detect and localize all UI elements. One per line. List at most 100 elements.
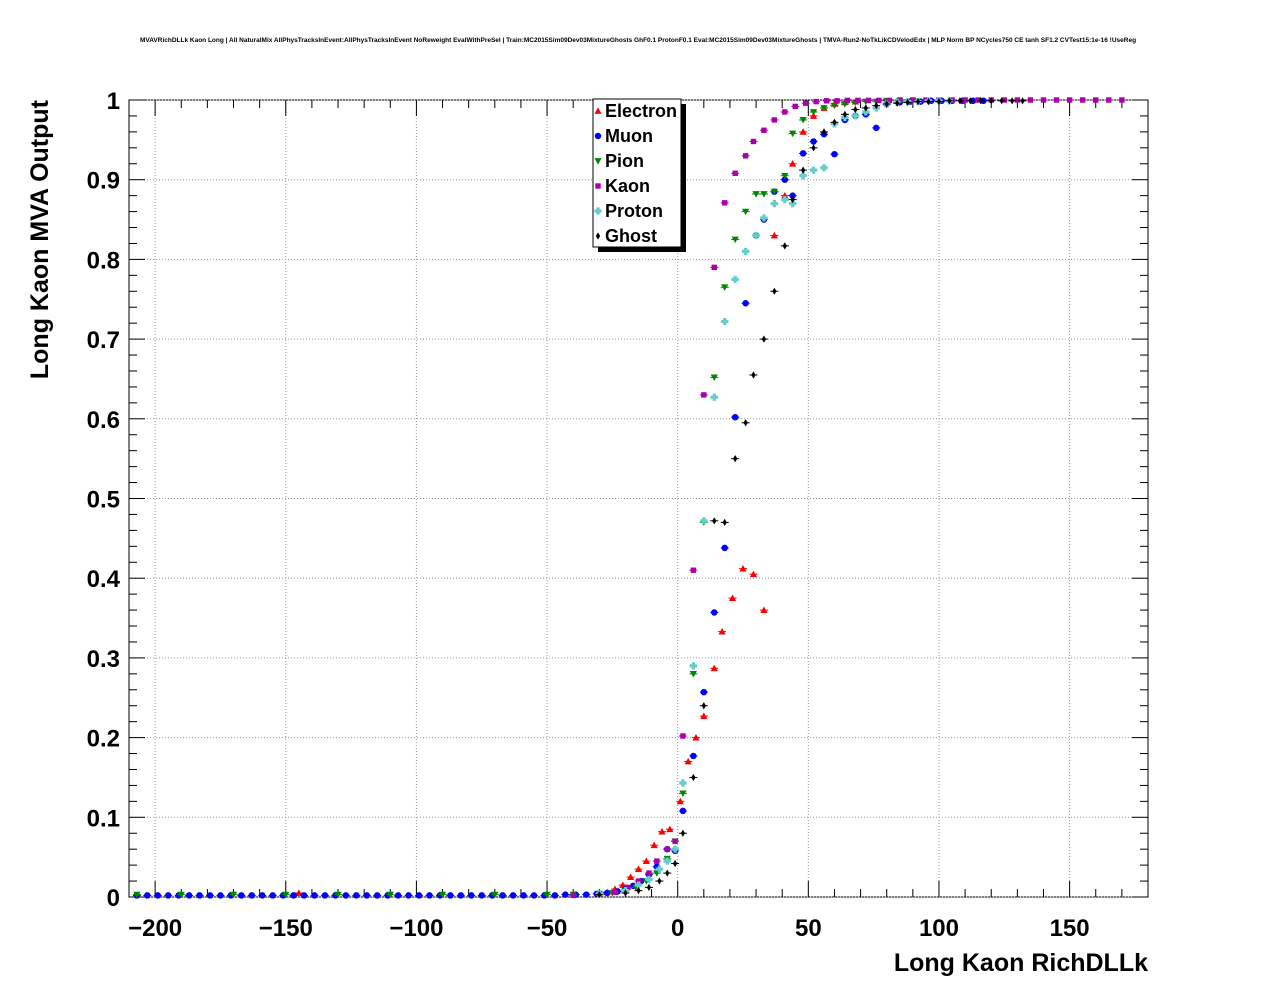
- data-point-ghost: [800, 166, 806, 174]
- data-point-pion: [689, 670, 697, 678]
- legend-label-electron: Electron: [605, 101, 677, 121]
- data-point-ghost: [842, 110, 848, 118]
- y-tick-label: 0: [107, 885, 120, 912]
- data-point-kaon: [792, 103, 798, 110]
- y-axis-label: Long Kaon MVA Output: [26, 99, 54, 379]
- data-point-pion: [760, 191, 768, 198]
- data-point-ghost: [884, 100, 889, 108]
- data-point-proton: [789, 200, 797, 208]
- data-point-muon: [468, 892, 475, 899]
- data-point-ghost: [691, 773, 696, 782]
- data-point-kaon: [886, 97, 893, 104]
- data-point-proton: [634, 881, 643, 889]
- data-point-muon: [394, 892, 402, 899]
- data-point-kaon: [855, 97, 861, 104]
- legend-label-muon: Muon: [605, 126, 653, 146]
- data-point-proton: [799, 172, 807, 180]
- data-point-electron: [718, 627, 726, 635]
- data-point-kaon: [742, 153, 749, 159]
- data-point-electron: [676, 797, 684, 805]
- data-point-muon: [530, 892, 538, 899]
- data-point-proton: [671, 845, 679, 853]
- data-point-pion: [742, 208, 750, 216]
- data-point-muon: [415, 892, 423, 899]
- data-point-ghost: [936, 97, 942, 106]
- data-point-electron: [710, 664, 718, 672]
- data-point-kaon: [834, 98, 840, 104]
- data-point-ghost: [989, 97, 994, 105]
- legend-label-ghost: Ghost: [605, 226, 657, 246]
- legend-marker-electron: [594, 107, 602, 114]
- x-tick-label: 50: [795, 915, 822, 942]
- data-point-kaon: [711, 264, 717, 271]
- data-point-kaon: [625, 884, 631, 891]
- data-point-kaon: [803, 100, 809, 106]
- data-point-muon: [405, 892, 412, 899]
- data-point-kaon: [1040, 97, 1047, 103]
- data-point-kaon: [672, 838, 678, 844]
- data-point-kaon: [750, 138, 757, 145]
- data-point-electron: [642, 857, 650, 865]
- data-point-muon: [583, 891, 590, 898]
- data-point-proton: [679, 779, 687, 787]
- data-point-ghost: [874, 101, 879, 110]
- data-point-kaon: [654, 858, 660, 864]
- data-point-proton: [700, 517, 708, 525]
- data-point-kaon: [1066, 97, 1073, 103]
- data-point-muon: [711, 609, 718, 616]
- data-point-muon: [520, 892, 527, 899]
- data-point-ghost: [978, 97, 983, 105]
- data-point-muon: [426, 892, 433, 899]
- data-point-ghost: [712, 517, 717, 525]
- data-point-muon: [259, 892, 266, 899]
- data-point-muon: [447, 892, 454, 899]
- data-point-kaon: [664, 846, 670, 852]
- data-point-electron: [684, 757, 692, 765]
- data-point-muon: [290, 892, 297, 899]
- data-point-ghost: [701, 702, 706, 710]
- data-point-ghost: [761, 335, 767, 343]
- data-point-muon: [206, 892, 214, 899]
- data-point-muon: [831, 150, 838, 158]
- legend-box: [592, 98, 682, 248]
- data-point-ghost: [646, 883, 652, 892]
- legend-label-proton: Proton: [605, 201, 663, 221]
- data-point-proton: [721, 317, 729, 326]
- data-point-muon: [700, 688, 708, 696]
- data-point-kaon: [1053, 97, 1060, 103]
- data-point-muon: [457, 892, 465, 899]
- data-point-muon: [873, 124, 880, 132]
- data-point-muon: [742, 299, 749, 307]
- data-point-muon: [164, 892, 172, 899]
- data-point-electron: [650, 841, 658, 849]
- x-tick-label: 150: [1050, 915, 1090, 942]
- data-point-kaon: [1001, 97, 1007, 103]
- data-point-kaon: [1093, 97, 1099, 103]
- data-point-kaon: [782, 109, 788, 115]
- data-point-pion: [721, 284, 729, 291]
- y-tick-label: 0.9: [87, 168, 120, 195]
- data-point-kaon: [1027, 97, 1034, 103]
- data-point-kaon: [732, 170, 738, 177]
- data-point-kaon: [813, 98, 819, 105]
- data-point-pion: [177, 891, 185, 899]
- data-point-ghost: [733, 455, 738, 463]
- data-point-kaon: [635, 878, 642, 884]
- data-point-pion: [820, 105, 828, 112]
- x-tick-label: −100: [389, 915, 443, 942]
- data-point-electron: [799, 128, 807, 135]
- x-tick-label: −50: [527, 915, 568, 942]
- data-point-pion: [770, 188, 778, 196]
- data-point-ghost: [680, 829, 686, 837]
- data-point-muon: [185, 892, 193, 899]
- chart-title: MVAVRichDLLk Kaon Long | All NaturalMix …: [140, 37, 1136, 44]
- data-point-pion: [282, 891, 290, 899]
- data-point-ghost: [1009, 97, 1015, 105]
- data-point-ghost: [672, 859, 678, 868]
- data-point-ghost: [597, 891, 602, 899]
- data-point-proton: [809, 166, 818, 174]
- data-point-pion: [799, 117, 807, 124]
- data-point-proton: [770, 200, 778, 208]
- legend-marker-proton: [594, 207, 602, 215]
